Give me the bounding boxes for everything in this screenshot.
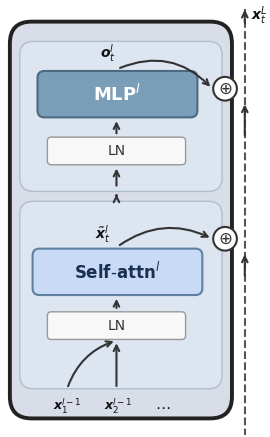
Text: LN: LN — [107, 319, 126, 333]
Text: $\boldsymbol{o}_t^l$: $\boldsymbol{o}_t^l$ — [100, 42, 116, 64]
Text: $\mathbf{MLP}^l$: $\mathbf{MLP}^l$ — [93, 83, 141, 105]
Text: $\boldsymbol{x}_2^{l-1}$: $\boldsymbol{x}_2^{l-1}$ — [104, 397, 133, 416]
FancyBboxPatch shape — [47, 312, 185, 340]
FancyBboxPatch shape — [20, 201, 222, 389]
FancyBboxPatch shape — [33, 249, 202, 295]
FancyBboxPatch shape — [47, 137, 185, 165]
Text: $\oplus$: $\oplus$ — [218, 230, 232, 248]
FancyBboxPatch shape — [38, 71, 197, 118]
Text: LN: LN — [107, 144, 126, 158]
Text: $\tilde{\boldsymbol{x}}_t^l$: $\tilde{\boldsymbol{x}}_t^l$ — [95, 223, 110, 245]
Text: $\boldsymbol{x}_1^{l-1}$: $\boldsymbol{x}_1^{l-1}$ — [53, 397, 82, 416]
Text: $\mathbf{Self\text{-}attn}^l$: $\mathbf{Self\text{-}attn}^l$ — [74, 261, 161, 282]
Text: $\boldsymbol{x}_t^L$: $\boldsymbol{x}_t^L$ — [251, 4, 267, 27]
Text: $\oplus$: $\oplus$ — [218, 80, 232, 98]
Circle shape — [213, 227, 237, 251]
Circle shape — [213, 77, 237, 101]
FancyBboxPatch shape — [10, 21, 232, 418]
FancyBboxPatch shape — [20, 42, 222, 191]
Text: $\cdots$: $\cdots$ — [155, 399, 171, 414]
